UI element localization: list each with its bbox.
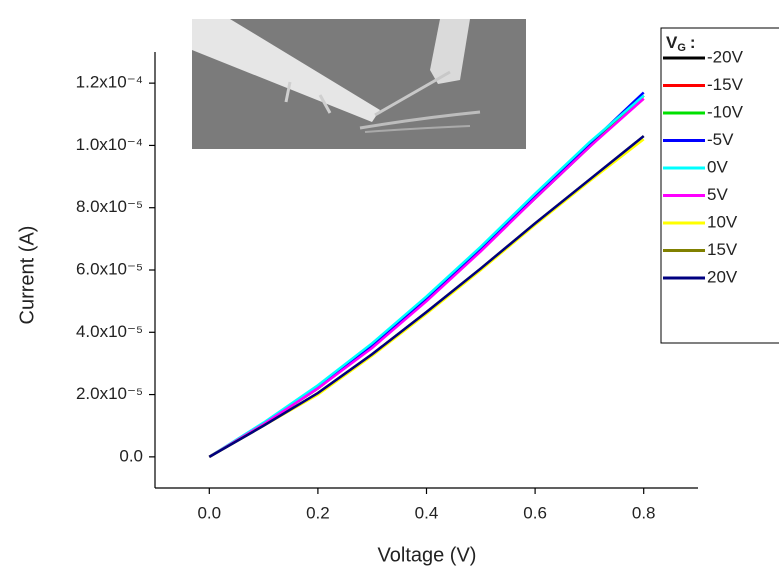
y-tick-label: 6.0x10⁻⁵: [76, 259, 143, 278]
legend-label: 5V: [707, 185, 728, 204]
legend-label: 10V: [707, 212, 738, 231]
y-tick-label: 1.2x10⁻⁴: [76, 73, 143, 92]
x-tick-label: 0.4: [415, 503, 439, 522]
series-line: [208, 97, 645, 458]
series-line: [208, 94, 645, 458]
legend-label: 0V: [707, 157, 728, 176]
legend-box: [660, 27, 779, 344]
y-tick-label: 8.0x10⁻⁵: [76, 197, 143, 216]
x-tick-label: 0.0: [197, 503, 221, 522]
legend-title-main: V: [666, 33, 678, 52]
series-line: [208, 135, 645, 458]
legend-label: 20V: [707, 267, 738, 286]
legend-label: -10V: [707, 102, 744, 121]
legend-title-sub: G: [677, 42, 686, 54]
legend-label: 15V: [707, 240, 738, 259]
x-tick-label: 0.8: [632, 503, 656, 522]
y-axis-label: Current (A): [16, 226, 38, 325]
inset-image: [192, 19, 526, 149]
series-line: [208, 94, 645, 458]
y-tick-label: 1.0x10⁻⁴: [76, 135, 143, 154]
y-tick-label: 2.0x10⁻⁵: [76, 384, 143, 403]
legend-title-suffix: :: [690, 33, 696, 52]
legend-label: -5V: [707, 130, 734, 149]
y-tick-label: 0.0: [119, 446, 143, 465]
legend-title: VG:: [666, 33, 696, 53]
y-tick-label: 4.0x10⁻⁵: [76, 322, 143, 341]
series-line: [208, 94, 645, 458]
legend-label: -20V: [707, 47, 744, 66]
legend-label: -15V: [707, 75, 744, 94]
x-tick-label: 0.6: [523, 503, 547, 522]
x-tick-label: 0.2: [306, 503, 330, 522]
x-axis-label: Voltage (V): [378, 544, 477, 566]
